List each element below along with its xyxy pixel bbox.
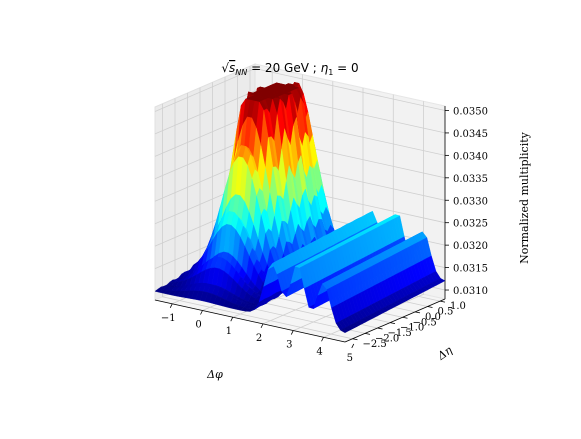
x-tick-mark xyxy=(322,337,324,341)
y-tick-mark xyxy=(353,339,358,340)
y-axis-label: Δη xyxy=(434,343,455,363)
x-tick-mark xyxy=(170,304,172,308)
title-energy: = 20 GeV ; xyxy=(247,61,320,75)
y-tick-mark xyxy=(365,333,370,334)
x-tick-mark xyxy=(352,344,354,348)
x-tick-label: 5 xyxy=(347,353,353,364)
z-tick-label: 0.0320 xyxy=(453,241,488,252)
y-tick-label: 1.0 xyxy=(450,301,466,312)
x-tick-label: 3 xyxy=(286,340,292,351)
z-tick-label: 0.0330 xyxy=(453,196,488,207)
y-tick-mark xyxy=(415,312,420,313)
x-tick-label: −1 xyxy=(161,313,176,324)
z-tick-label: 0.0325 xyxy=(453,219,488,230)
x-tick-label: 0 xyxy=(195,320,201,331)
z-tick-label: 0.0315 xyxy=(453,264,488,275)
z-tick-label: 0.0335 xyxy=(453,174,488,185)
x-axis-label: Δφ xyxy=(206,368,223,381)
x-tick-label: 4 xyxy=(316,346,322,357)
title-nn-subscript: NN xyxy=(235,68,247,77)
y-tick-mark xyxy=(390,323,395,324)
x-tick-mark xyxy=(201,311,203,315)
x-tick-mark xyxy=(231,317,233,321)
x-tick-label: 1 xyxy=(226,326,232,337)
y-tick-mark xyxy=(378,328,383,329)
z-tick-label: 0.0345 xyxy=(453,129,488,140)
x-tick-mark xyxy=(291,331,293,335)
z-tick-label: 0.0350 xyxy=(453,107,488,118)
x-tick-mark xyxy=(261,324,263,328)
title-eta-value: = 0 xyxy=(333,61,358,75)
x-tick-label: 2 xyxy=(256,333,262,344)
y-tick-mark xyxy=(440,301,445,302)
z-tick-label: 0.0310 xyxy=(453,286,488,297)
y-tick-mark xyxy=(403,317,408,318)
y-tick-mark xyxy=(428,307,433,308)
z-axis-label: Normalized multiplicity xyxy=(518,131,531,264)
z-tick-label: 0.0340 xyxy=(453,151,488,162)
chart-title: √sNN = 20 GeV ; η1 = 0 xyxy=(221,61,358,77)
